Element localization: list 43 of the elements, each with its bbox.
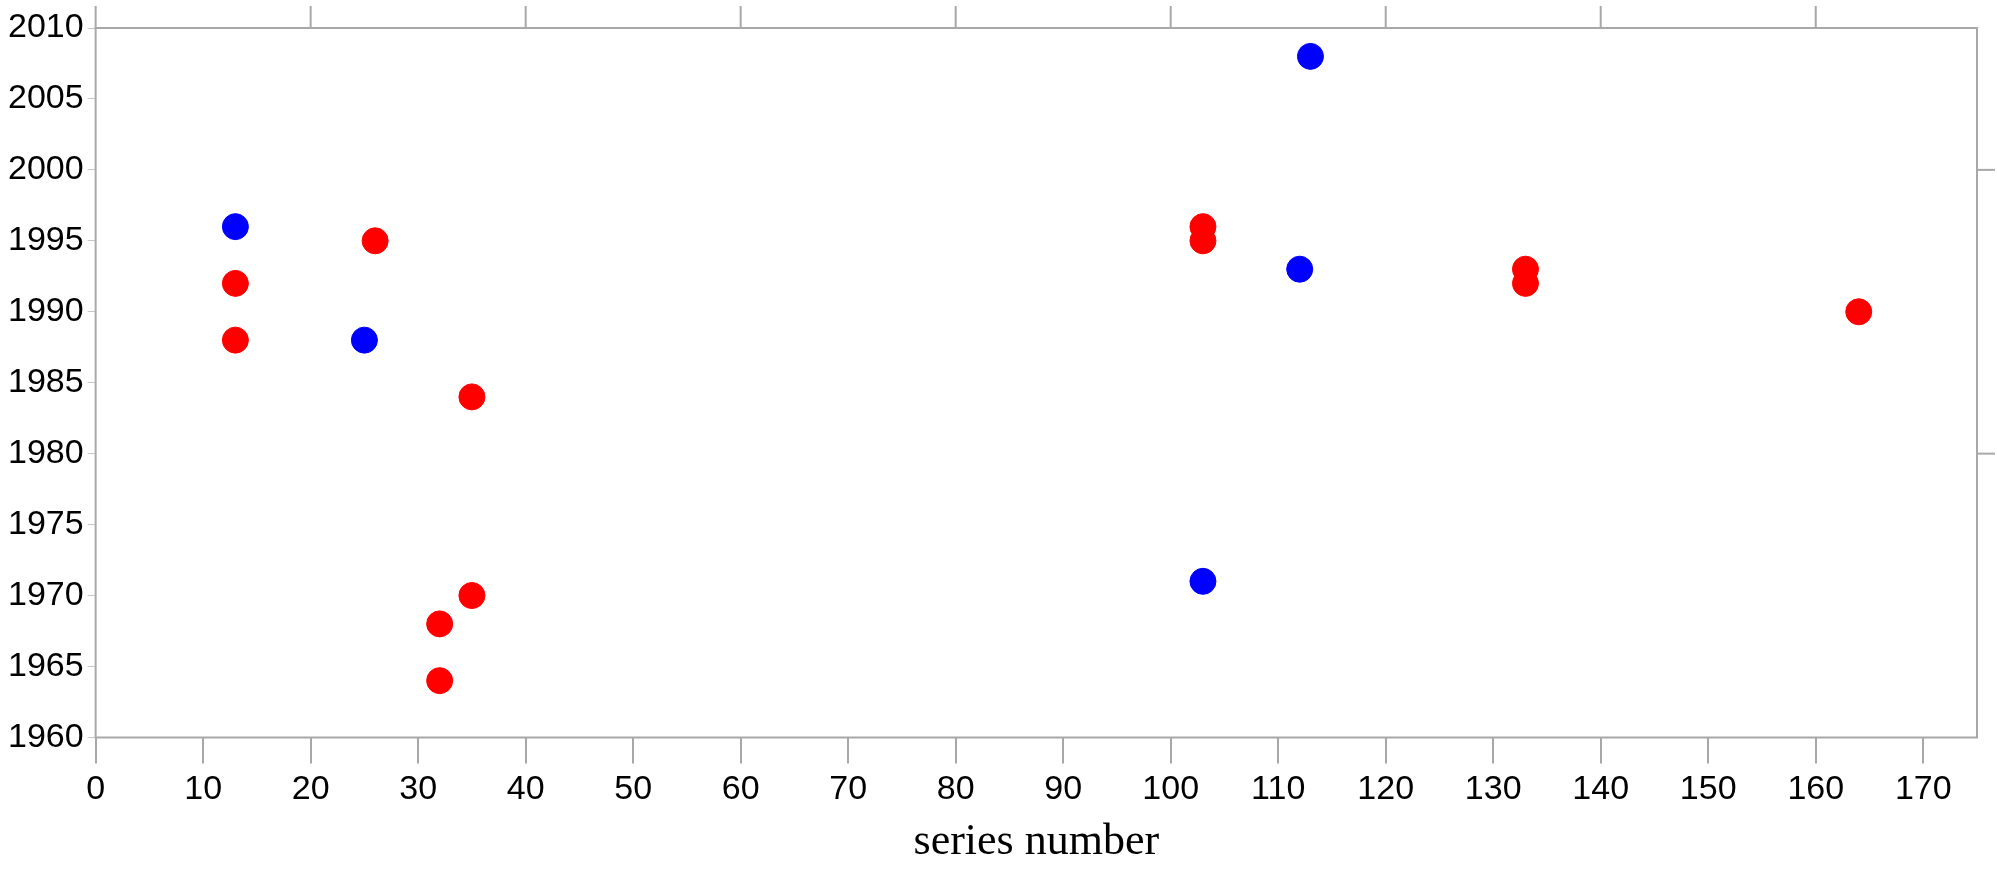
x-axis-title: series number <box>913 815 1160 865</box>
point <box>350 326 378 354</box>
x-tick-label: 70 <box>829 768 868 807</box>
x-tick-label: 60 <box>721 768 760 807</box>
y-tick-label: 1980 <box>8 432 84 471</box>
y-tick-label: 1965 <box>8 644 84 683</box>
x-tick-label: 10 <box>184 768 223 807</box>
x-tick-label: 80 <box>936 768 975 807</box>
y-tick-label: 2000 <box>8 148 84 187</box>
x-tick-label: 130 <box>1464 768 1522 807</box>
y-tick-label: 1985 <box>8 361 84 400</box>
x-tick-label: 50 <box>614 768 653 807</box>
x-tick-label: 120 <box>1357 768 1415 807</box>
y-tick-label: 2005 <box>8 77 84 116</box>
point <box>426 610 454 638</box>
point <box>458 582 486 610</box>
point <box>1189 567 1217 595</box>
point <box>1286 255 1314 283</box>
x-tick-label: 40 <box>506 768 545 807</box>
y-tick-label: 1975 <box>8 502 84 541</box>
x-tick-label: 0 <box>86 768 106 807</box>
point <box>221 213 249 241</box>
point <box>221 326 249 354</box>
x-tick-label: 100 <box>1142 768 1200 807</box>
point <box>361 227 389 255</box>
x-tick-label: 160 <box>1787 768 1845 807</box>
y-tick-label: 2010 <box>8 6 84 45</box>
y-tick-label: 1990 <box>8 290 84 329</box>
x-tick-label: 90 <box>1044 768 1083 807</box>
point <box>221 269 249 297</box>
x-tick-label: 140 <box>1572 768 1630 807</box>
x-tick-label: 30 <box>399 768 438 807</box>
y-tick-label: 1960 <box>8 715 84 754</box>
y-tick-label: 1995 <box>8 219 84 258</box>
x-tick-label: 110 <box>1251 768 1306 807</box>
point <box>458 383 486 411</box>
point <box>426 667 454 695</box>
point <box>1845 298 1873 326</box>
x-tick-label: 20 <box>291 768 330 807</box>
y-tick-label: 1970 <box>8 573 84 612</box>
point <box>1296 42 1324 70</box>
x-tick-label: 170 <box>1894 768 1952 807</box>
x-tick-label: 150 <box>1679 768 1737 807</box>
